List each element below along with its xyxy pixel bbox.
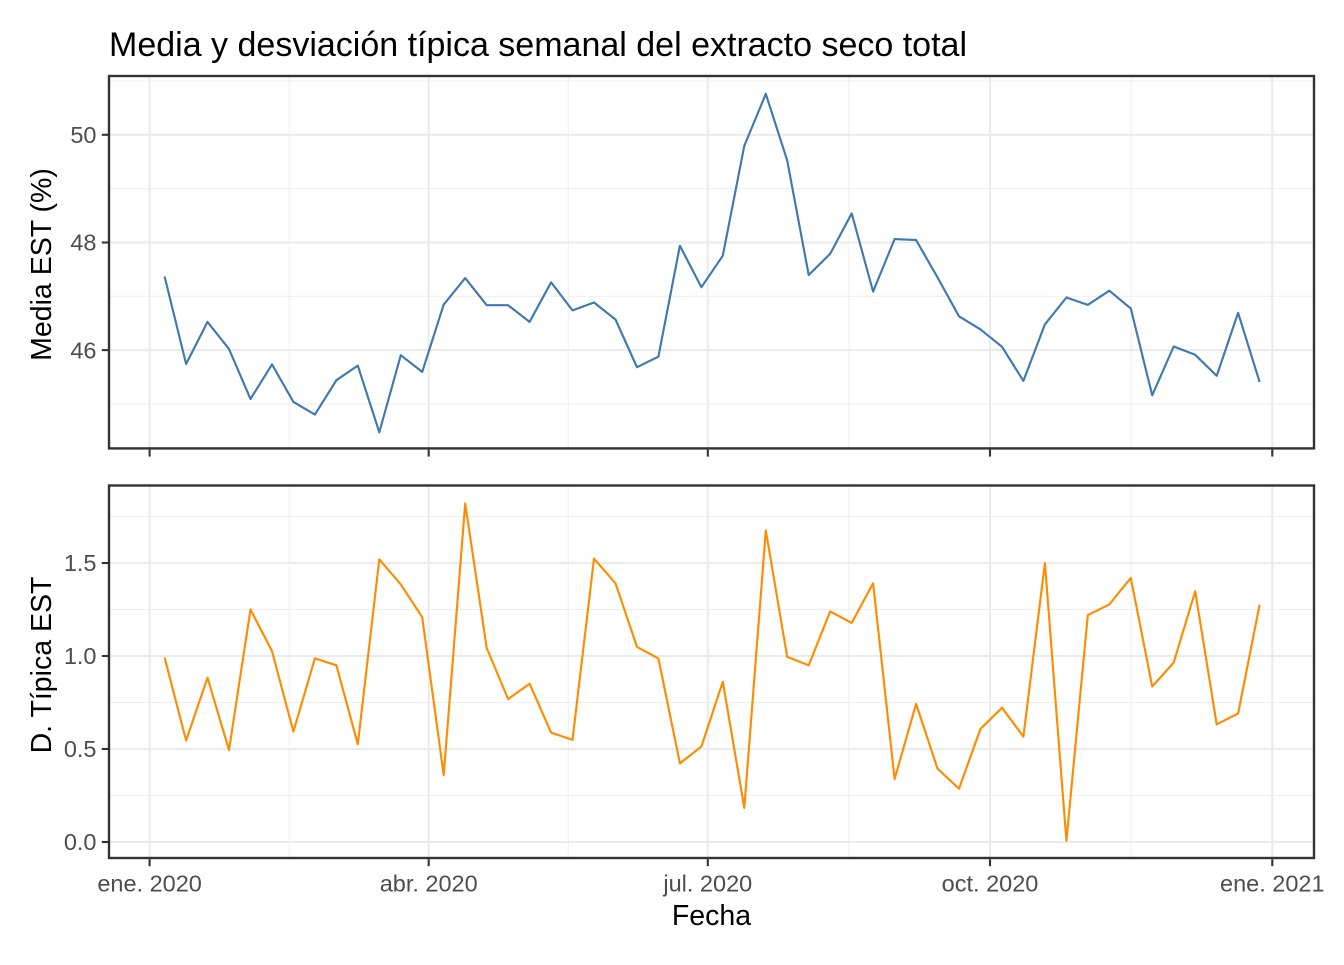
svg-text:48: 48 xyxy=(70,230,96,256)
svg-text:D. Típica EST: D. Típica EST xyxy=(26,577,58,754)
svg-text:ene. 2021: ene. 2021 xyxy=(1220,871,1325,897)
svg-text:Fecha: Fecha xyxy=(672,900,751,932)
svg-text:abr. 2020: abr. 2020 xyxy=(380,871,478,897)
svg-text:jul. 2020: jul. 2020 xyxy=(662,871,752,897)
svg-text:0.0: 0.0 xyxy=(64,829,97,855)
svg-text:ene. 2020: ene. 2020 xyxy=(97,871,202,897)
svg-text:Media y desviación típica sema: Media y desviación típica semanal del ex… xyxy=(109,26,967,64)
svg-text:0.5: 0.5 xyxy=(64,736,97,762)
svg-text:Media EST (%): Media EST (%) xyxy=(26,168,58,361)
svg-text:1.0: 1.0 xyxy=(64,643,97,669)
svg-text:1.5: 1.5 xyxy=(64,550,97,576)
svg-text:oct. 2020: oct. 2020 xyxy=(942,871,1039,897)
svg-text:46: 46 xyxy=(70,337,96,363)
svg-text:50: 50 xyxy=(70,122,96,148)
